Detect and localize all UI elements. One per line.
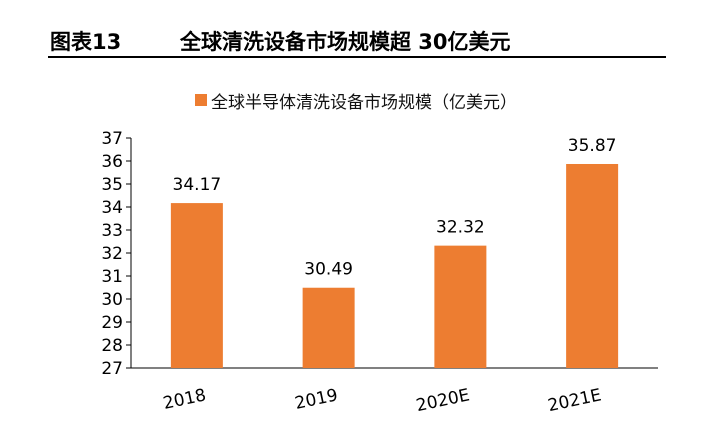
bar — [434, 245, 487, 368]
data-label: 32.32 — [436, 218, 485, 238]
y-tick-label: 31 — [101, 267, 123, 287]
y-tick-label: 37 — [101, 129, 123, 149]
y-tick-label: 33 — [101, 221, 123, 241]
data-label: 34.17 — [173, 175, 222, 195]
y-tick-label: 32 — [101, 244, 123, 264]
y-tick-label: 36 — [101, 152, 123, 172]
legend-swatch — [195, 94, 207, 106]
y-tick-label: 29 — [101, 313, 123, 333]
chart-legend: 全球半导体清洗设备市场规模（亿美元） — [195, 88, 517, 113]
x-tick-label: 2021E — [546, 385, 603, 416]
figure-number: 图表13 — [50, 30, 122, 54]
x-tick-label: 2020E — [414, 385, 471, 416]
y-tick-label: 28 — [101, 336, 123, 356]
bar — [170, 203, 223, 368]
y-tick-label: 34 — [101, 198, 123, 218]
figure-header: 图表13 全球清洗设备市场规模超 30亿美元 — [48, 22, 666, 58]
legend-label: 全球半导体清洗设备市场规模（亿美元） — [211, 92, 517, 113]
x-tick-label: 2018 — [161, 385, 207, 414]
data-label: 35.87 — [568, 136, 617, 156]
data-label: 30.49 — [304, 260, 353, 280]
y-tick-label: 35 — [101, 175, 123, 195]
y-tick-label: 27 — [101, 359, 123, 379]
bar — [566, 163, 619, 368]
x-tick-label: 2019 — [293, 385, 339, 414]
bar — [302, 287, 355, 368]
y-tick-label: 30 — [101, 290, 123, 310]
figure-title: 全球清洗设备市场规模超 30亿美元 — [180, 30, 511, 54]
